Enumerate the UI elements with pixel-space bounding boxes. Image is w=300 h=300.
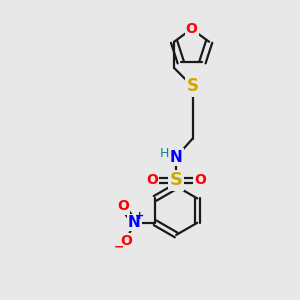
Text: O: O bbox=[146, 173, 158, 187]
Text: H: H bbox=[160, 147, 170, 160]
Text: +: + bbox=[135, 211, 145, 221]
Text: O: O bbox=[117, 200, 129, 213]
Text: −: − bbox=[114, 241, 124, 254]
Text: O: O bbox=[186, 22, 197, 36]
Text: O: O bbox=[194, 173, 206, 187]
Text: N: N bbox=[170, 150, 182, 165]
Text: N: N bbox=[128, 215, 141, 230]
Text: O: O bbox=[120, 234, 132, 248]
Text: S: S bbox=[187, 77, 199, 95]
Text: S: S bbox=[170, 171, 183, 189]
